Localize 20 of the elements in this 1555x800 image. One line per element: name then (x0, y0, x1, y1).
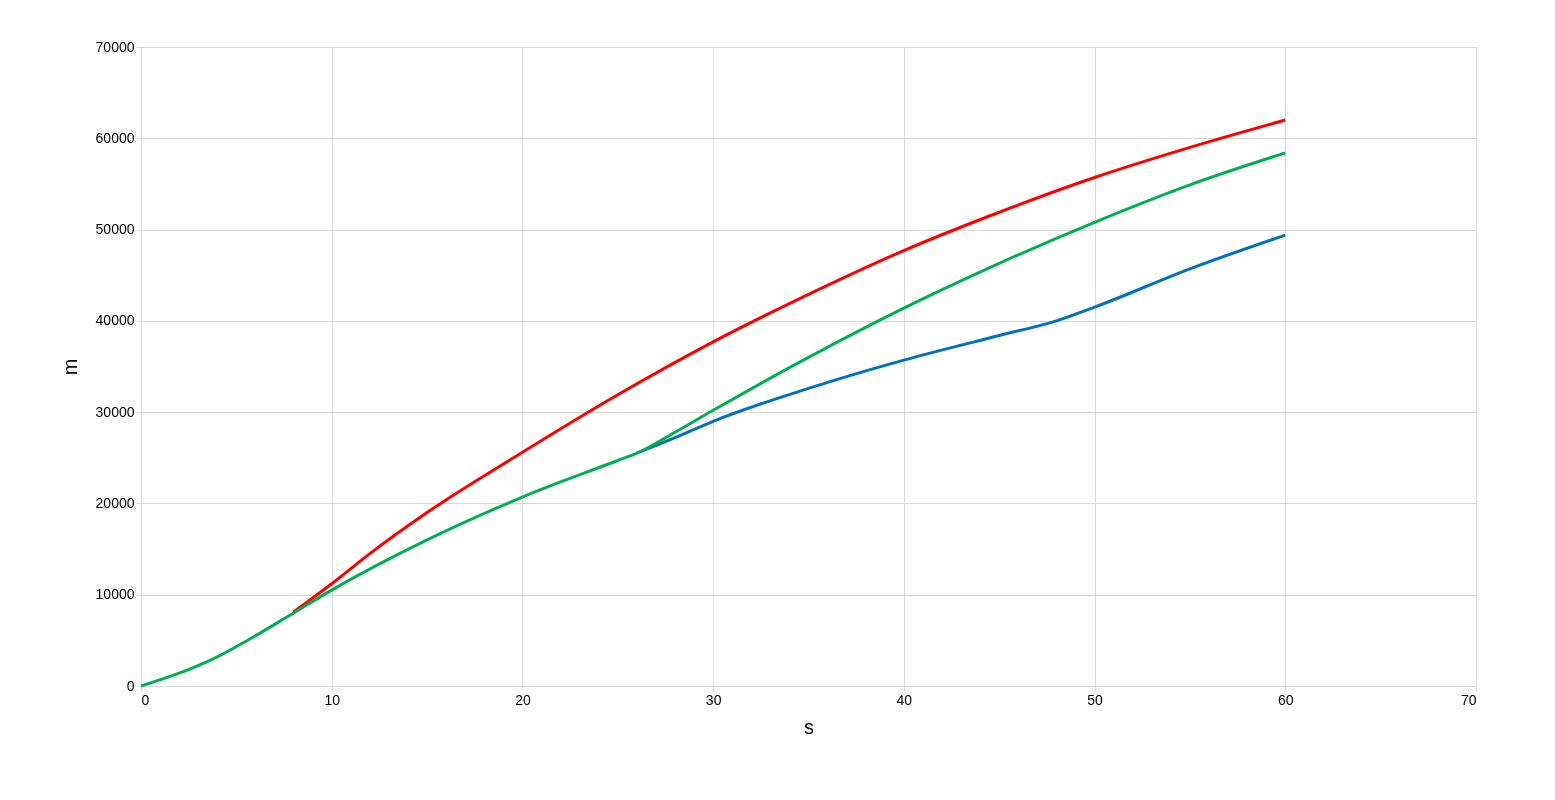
y-axis-title: m (58, 358, 81, 376)
y-tick-label: 0 (126, 677, 135, 694)
x-tick-label: 20 (515, 691, 531, 708)
x-tick-label: 50 (1087, 691, 1104, 708)
y-tick-label: 30000 (95, 403, 135, 420)
x-tick-label: 40 (896, 691, 913, 708)
y-tick-label: 70000 (95, 38, 135, 55)
line-series (292, 118, 1287, 614)
y-tick-label: 60000 (95, 129, 135, 146)
y-tick-label: 40000 (95, 312, 135, 329)
x-tick-label: 0 (141, 691, 150, 708)
x-axis-title: s (804, 715, 814, 738)
line-series (139, 151, 1287, 688)
x-tick-label: 60 (1278, 691, 1294, 708)
y-tick-label: 50000 (95, 221, 135, 238)
y-tick-label: 20000 (95, 494, 135, 511)
x-tick-label: 70 (1460, 691, 1477, 708)
x-tick-label: 10 (324, 691, 341, 708)
x-tick-label: 30 (705, 691, 722, 708)
y-tick-label: 10000 (95, 586, 135, 603)
